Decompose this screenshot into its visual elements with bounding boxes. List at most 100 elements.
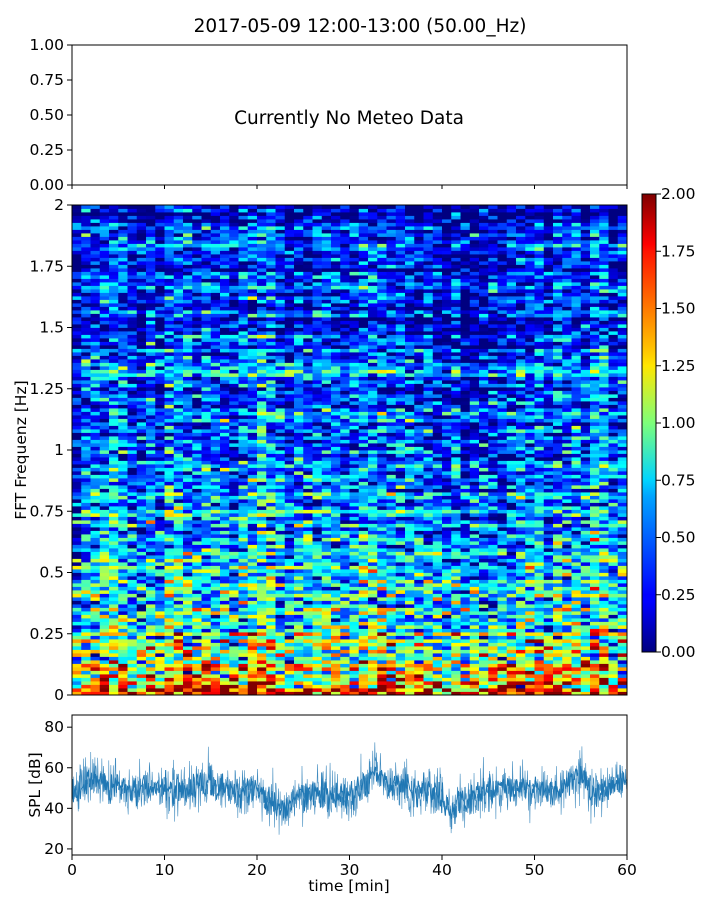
spectrogram-cell bbox=[377, 572, 387, 577]
spectrogram-cell bbox=[257, 562, 267, 566]
spectrogram-cell bbox=[432, 677, 443, 682]
spectrogram-cell bbox=[340, 684, 350, 689]
spectrogram-cell bbox=[358, 446, 369, 451]
spectrogram-cell bbox=[608, 509, 619, 514]
spectrogram-cell bbox=[414, 677, 424, 682]
spectrogram-cell bbox=[617, 628, 628, 633]
spectrogram-cell bbox=[109, 572, 119, 577]
spectrogram-cell bbox=[303, 572, 313, 577]
spectrogram-cell bbox=[109, 446, 119, 451]
spectrogram-cell bbox=[118, 534, 128, 538]
spectrogram-cell bbox=[525, 408, 535, 412]
spectrogram-cell bbox=[220, 488, 230, 493]
spectrogram-cell bbox=[201, 618, 212, 622]
spectrogram-cell bbox=[386, 614, 397, 619]
spectrogram-cell bbox=[405, 551, 415, 556]
spectrogram-cell bbox=[395, 646, 406, 650]
spectrogram-cell bbox=[173, 506, 184, 510]
spectrogram-cell bbox=[164, 677, 175, 682]
spectrogram-cell bbox=[608, 555, 619, 559]
spectrogram-cell bbox=[72, 667, 82, 671]
spectrogram-cell bbox=[553, 614, 563, 619]
spectrogram-cell bbox=[210, 593, 221, 598]
spectrogram-cell bbox=[617, 688, 628, 692]
spectrogram-cell bbox=[238, 530, 249, 535]
spectrogram-cell bbox=[405, 681, 415, 685]
spectrogram-cell bbox=[340, 691, 350, 696]
spectrogram-cell bbox=[312, 667, 323, 671]
spectrogram-cell bbox=[303, 632, 313, 636]
spectrogram-cell bbox=[90, 502, 101, 507]
spectrogram-cell bbox=[608, 551, 619, 556]
spectrogram-cell bbox=[414, 481, 424, 486]
spectrogram-cell bbox=[81, 691, 91, 696]
spectrogram-cell bbox=[414, 660, 424, 664]
spectrogram-cell bbox=[127, 436, 138, 440]
spectrogram-cell bbox=[358, 691, 369, 696]
spectrogram-cell bbox=[331, 541, 341, 545]
spectrogram-cell bbox=[405, 471, 415, 475]
spectrogram-cell bbox=[590, 488, 600, 493]
spectrogram-cell bbox=[155, 674, 165, 678]
spectrogram-cell bbox=[238, 653, 249, 657]
spectrogram-cell bbox=[423, 551, 434, 556]
spectrogram-cell bbox=[155, 632, 165, 636]
spectrogram-cell bbox=[173, 439, 184, 444]
spectrogram-cell bbox=[405, 534, 415, 538]
spectrogram-cell bbox=[414, 537, 424, 542]
spectrogram-cell bbox=[118, 478, 128, 482]
spectrogram-cell bbox=[608, 590, 619, 594]
spectrogram-cell bbox=[405, 684, 415, 689]
spectrogram-cell bbox=[451, 684, 461, 689]
spectrogram-cell bbox=[451, 649, 461, 654]
spectrogram-cell bbox=[266, 432, 276, 437]
spectrogram-cell bbox=[580, 670, 591, 675]
spectrogram-cell bbox=[395, 607, 406, 612]
spectrogram-cell bbox=[617, 544, 628, 549]
spectrogram-cell bbox=[590, 502, 600, 507]
spectrogram-cell bbox=[90, 663, 101, 668]
spectrogram-cell bbox=[617, 485, 628, 489]
spectrogram-cell bbox=[599, 576, 609, 580]
spectrogram-cell bbox=[118, 509, 128, 514]
spectrogram-cell bbox=[294, 621, 304, 626]
spectrogram-cell bbox=[488, 688, 498, 692]
meteo-panel: 0.000.250.500.751.00 Currently No Meteo … bbox=[29, 36, 628, 194]
spectrogram-cell bbox=[127, 509, 138, 514]
spectrogram-cell bbox=[192, 625, 202, 629]
spectrogram-cell bbox=[331, 404, 341, 409]
spectrogram-cell bbox=[423, 425, 434, 430]
spectrogram-cell bbox=[331, 492, 341, 496]
spectrogram-cell bbox=[571, 478, 582, 482]
spectrogram-cell bbox=[321, 432, 332, 437]
spectrogram-cell bbox=[358, 593, 369, 598]
spectrogram-cell bbox=[516, 625, 526, 629]
spectrogram-cell bbox=[257, 425, 267, 430]
spectrogram-cell bbox=[210, 562, 221, 566]
spectrogram-cell bbox=[340, 555, 350, 559]
spectrogram-cell bbox=[423, 534, 434, 538]
spectrogram-cell bbox=[257, 646, 267, 650]
spectrogram-cell bbox=[608, 534, 619, 538]
spectrogram-cell bbox=[488, 453, 498, 458]
spectrogram-cell bbox=[192, 611, 202, 615]
spectrogram-cell bbox=[303, 576, 313, 580]
spectrogram-cell bbox=[238, 502, 249, 507]
spectrogram-cell bbox=[72, 415, 82, 419]
spectrogram-cell bbox=[590, 544, 600, 549]
spectrogram-cell bbox=[460, 551, 471, 556]
spectrogram-cell bbox=[257, 453, 267, 458]
spectrogram-cell bbox=[617, 604, 628, 608]
spectrogram-cell bbox=[109, 569, 119, 573]
spectrogram-cell bbox=[386, 663, 397, 668]
spectrogram-cell bbox=[442, 684, 452, 689]
spectrogram-cell bbox=[220, 548, 230, 552]
spectrogram-cell bbox=[247, 471, 258, 475]
spectrogram-cell bbox=[331, 565, 341, 570]
spectrogram-cell bbox=[506, 656, 517, 661]
spectrogram-cell bbox=[109, 576, 119, 580]
spectrogram-cell bbox=[377, 667, 387, 671]
spectrogram-cell bbox=[358, 677, 369, 682]
spectrogram-cell bbox=[553, 639, 563, 643]
spectrogram-cell bbox=[368, 425, 378, 430]
